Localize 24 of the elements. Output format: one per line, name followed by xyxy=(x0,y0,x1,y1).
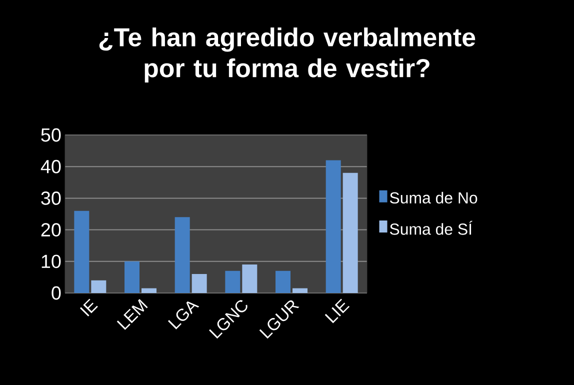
bar xyxy=(276,270,291,293)
bar xyxy=(192,274,207,293)
bar xyxy=(91,280,106,293)
bar xyxy=(292,288,308,293)
chart-title: ¿Te han agredido verbalmente por tu forma de vestir? xyxy=(99,27,476,83)
bar xyxy=(141,288,156,293)
bar xyxy=(174,217,190,293)
y-tick-label: 40 xyxy=(40,160,61,174)
x-tick-label: LIE xyxy=(324,298,350,324)
bar xyxy=(242,264,258,293)
y-tick-label: 0 xyxy=(52,286,61,300)
y-tick-label: 10 xyxy=(42,254,61,268)
bar xyxy=(74,210,90,293)
y-tick-label: 30 xyxy=(41,191,61,205)
bar xyxy=(326,160,341,293)
bar xyxy=(225,270,240,293)
legend-label: Suma de SÍ xyxy=(390,220,472,235)
x-tick-label: LGA xyxy=(168,301,200,330)
legend-label: Suma de No xyxy=(390,192,478,204)
x-tick-label: IE xyxy=(80,298,98,316)
bar xyxy=(342,172,358,293)
y-tick-label: 20 xyxy=(41,223,61,236)
bar xyxy=(124,261,140,293)
y-tick-label: 50 xyxy=(41,128,61,142)
